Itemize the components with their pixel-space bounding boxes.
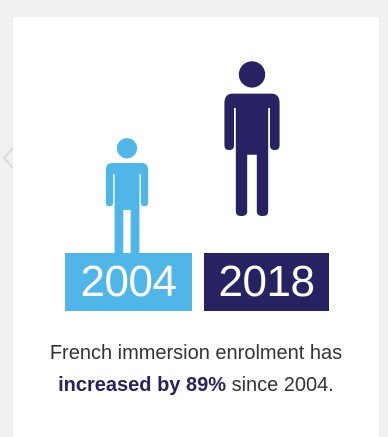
person-icon <box>224 61 280 216</box>
caption-highlight: increased by 89% <box>58 374 226 396</box>
year-label-2004: 2004 <box>65 253 192 311</box>
caption-line2: since 2004. <box>231 374 334 396</box>
caption: French immersion enrolment has increased… <box>13 337 379 401</box>
caption-line1: French immersion enrolment has <box>49 342 343 364</box>
person-icon <box>105 138 149 257</box>
infographic-card <box>13 17 379 437</box>
year-label-2018: 2018 <box>204 253 329 311</box>
